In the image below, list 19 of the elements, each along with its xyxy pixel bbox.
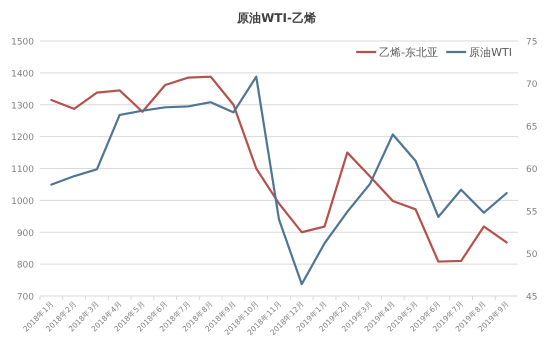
y2-tick-label: 65 xyxy=(526,122,538,132)
y-tick-label: 1500 xyxy=(11,38,34,48)
y2-tick-label: 50 xyxy=(526,250,538,260)
y2-tick-label: 60 xyxy=(526,165,538,175)
chart-title: 原油WTI-乙烯 xyxy=(236,11,316,25)
y-tick-label: 1100 xyxy=(11,165,34,175)
y2-tick-label: 75 xyxy=(526,38,538,48)
y-tick-label: 700 xyxy=(16,292,34,302)
legend-label: 乙烯-东北亚 xyxy=(379,46,438,59)
y2-tick-label: 45 xyxy=(526,292,538,302)
y-tick-label: 900 xyxy=(16,228,34,239)
y-tick-label: 800 xyxy=(16,260,34,271)
y-tick-label: 1300 xyxy=(11,101,34,112)
y-tick-label: 1000 xyxy=(11,196,34,207)
y2-tick-label: 55 xyxy=(526,208,538,218)
y-tick-label: 1400 xyxy=(11,69,34,80)
y2-tick-label: 70 xyxy=(526,80,538,90)
y-tick-label: 1200 xyxy=(11,133,34,144)
legend-label: 原油WTI xyxy=(469,46,512,59)
